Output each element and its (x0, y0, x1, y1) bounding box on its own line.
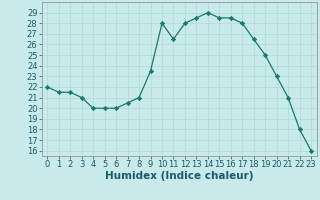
X-axis label: Humidex (Indice chaleur): Humidex (Indice chaleur) (105, 171, 253, 181)
